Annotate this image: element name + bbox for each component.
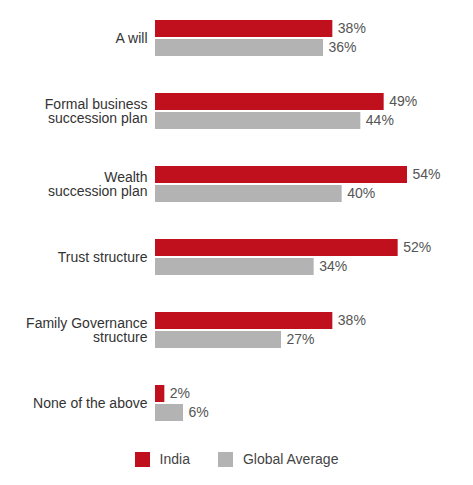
svg-text:34%: 34% <box>319 258 347 274</box>
svg-text:6%: 6% <box>189 404 209 420</box>
svg-text:44%: 44% <box>366 112 394 128</box>
html-text:Global Average: Global Average <box>242 451 339 467</box>
svg-text:A will: A will <box>116 30 148 46</box>
svg-text:38%: 38% <box>338 312 366 328</box>
svg-text:36%: 36% <box>329 39 357 55</box>
svg-text:2%: 2% <box>170 385 190 401</box>
svg-text:49%: 49% <box>389 93 417 109</box>
svg-text:40%: 40% <box>347 185 375 201</box>
svg-text:None of the above: None of the above <box>33 395 148 411</box>
svg-text:54%: 54% <box>413 166 441 182</box>
svg-text:Formal businesssuccession plan: Formal businesssuccession plan <box>45 96 148 126</box>
svg-text:52%: 52% <box>403 239 431 255</box>
html-text:India: India <box>159 451 190 467</box>
svg-text:Family Governancestructure: Family Governancestructure <box>26 315 148 345</box>
svg-text:Wealthsuccession plan: Wealthsuccession plan <box>48 169 148 199</box>
svg-text:27%: 27% <box>287 331 315 347</box>
svg-text:Trust structure: Trust structure <box>58 249 148 265</box>
svg-text:38%: 38% <box>338 20 366 36</box>
